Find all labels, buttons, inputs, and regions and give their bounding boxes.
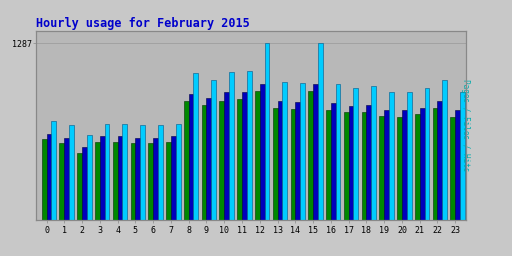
Bar: [211, 80, 216, 220]
Bar: [237, 99, 242, 220]
Bar: [260, 84, 265, 220]
Text: Hourly usage for February 2015: Hourly usage for February 2015: [36, 17, 249, 29]
Bar: [41, 139, 47, 220]
Bar: [118, 136, 122, 220]
Bar: [100, 136, 104, 220]
Bar: [247, 71, 251, 220]
Bar: [229, 72, 234, 220]
Bar: [206, 98, 211, 220]
Bar: [51, 121, 56, 220]
Bar: [135, 138, 140, 220]
Bar: [224, 92, 229, 220]
Bar: [442, 80, 447, 220]
Bar: [384, 110, 389, 220]
Bar: [273, 108, 278, 220]
Bar: [415, 114, 420, 220]
Bar: [437, 101, 442, 220]
Bar: [300, 83, 305, 220]
Bar: [189, 94, 194, 220]
Bar: [420, 108, 424, 220]
Y-axis label: Pages / Files / Hits: Pages / Files / Hits: [461, 79, 470, 172]
Bar: [87, 135, 92, 220]
Bar: [153, 138, 158, 220]
Bar: [389, 92, 394, 220]
Bar: [424, 88, 429, 220]
Bar: [407, 92, 412, 220]
Bar: [59, 143, 65, 220]
Bar: [455, 110, 460, 220]
Bar: [397, 117, 402, 220]
Bar: [122, 124, 127, 220]
Bar: [194, 73, 198, 220]
Bar: [349, 106, 353, 220]
Bar: [344, 112, 349, 220]
Bar: [65, 138, 69, 220]
Bar: [47, 134, 51, 220]
Bar: [242, 92, 247, 220]
Bar: [451, 117, 455, 220]
Bar: [460, 92, 465, 220]
Bar: [379, 116, 384, 220]
Bar: [95, 142, 100, 220]
Bar: [158, 125, 163, 220]
Bar: [402, 110, 407, 220]
Bar: [77, 153, 82, 220]
Bar: [202, 105, 206, 220]
Bar: [331, 103, 336, 220]
Bar: [184, 101, 189, 220]
Bar: [220, 101, 224, 220]
Bar: [104, 124, 110, 220]
Bar: [113, 142, 118, 220]
Bar: [295, 102, 300, 220]
Bar: [265, 44, 269, 220]
Bar: [326, 110, 331, 220]
Bar: [148, 143, 153, 220]
Bar: [308, 91, 313, 220]
Bar: [82, 147, 87, 220]
Bar: [69, 125, 74, 220]
Bar: [367, 105, 371, 220]
Bar: [361, 112, 367, 220]
Bar: [353, 88, 358, 220]
Bar: [278, 101, 282, 220]
Bar: [171, 136, 176, 220]
Bar: [313, 84, 318, 220]
Bar: [433, 108, 437, 220]
Bar: [282, 81, 287, 220]
Bar: [318, 44, 323, 220]
Bar: [166, 142, 171, 220]
Bar: [131, 143, 135, 220]
Bar: [176, 124, 181, 220]
Bar: [336, 84, 340, 220]
Bar: [290, 109, 295, 220]
Bar: [140, 125, 145, 220]
Bar: [255, 91, 260, 220]
Bar: [371, 86, 376, 220]
